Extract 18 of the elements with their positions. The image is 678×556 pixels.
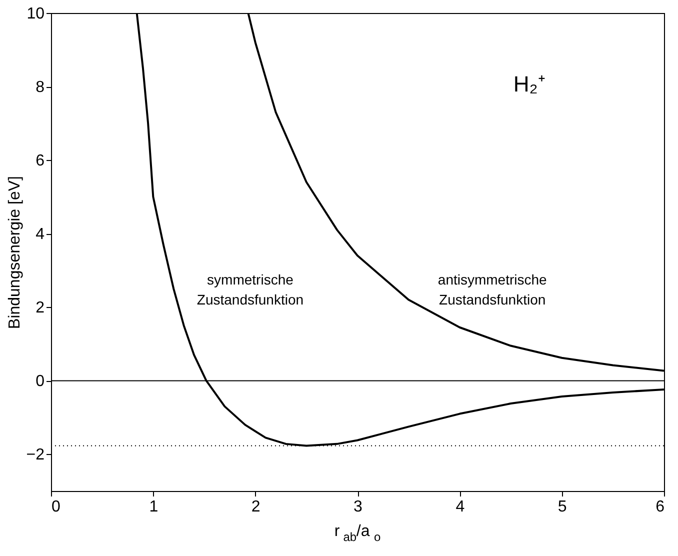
annotation: antisymmetrische Zustandsfunktion [438, 272, 548, 308]
x-tick-label: 1 [149, 498, 158, 516]
annotation: H₂⁺ [513, 72, 545, 97]
x-tick-label: 6 [656, 498, 665, 516]
y-tick-label: 0 [36, 373, 45, 390]
y-axis-title: Bindungsenergie [eV] [6, 176, 24, 329]
x-tick-label: 3 [354, 498, 363, 516]
y-tick-label: 6 [36, 152, 45, 170]
y-tick-label: 10 [26, 6, 45, 22]
x-tick-label: 2 [251, 498, 260, 516]
y-tick-label: −2 [26, 446, 45, 464]
annotation: symmetrische Zustandsfunktion [196, 272, 304, 308]
y-tick-label: 8 [36, 79, 45, 96]
x-tick-label: 0 [52, 498, 60, 516]
x-tick-label: 4 [456, 498, 465, 516]
x-tick-label: 5 [558, 498, 567, 516]
y-tick-label: 4 [36, 226, 45, 244]
y-tick-label: 2 [36, 300, 45, 317]
